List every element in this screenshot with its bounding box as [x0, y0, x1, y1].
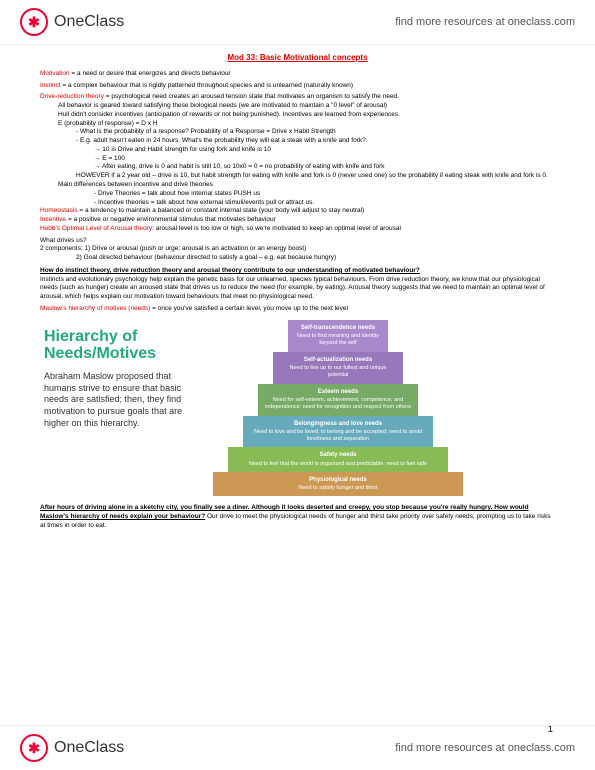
how-question: How do instinct theory, drive reduction … — [40, 267, 555, 276]
footer: ✱ OneClass find more resources at onecla… — [0, 725, 595, 770]
diff2: - Incentive theories = talk about how ex… — [40, 199, 555, 208]
eq-ex4: → After eating, drive is 0 and habit is … — [40, 163, 555, 172]
how-answer: Instincts and evolutionary psychology he… — [40, 276, 555, 302]
maslow-pyramid: Self-transcendence needsNeed to find mea… — [198, 320, 478, 497]
page-title: Mod 33: Basic Motivational concepts — [40, 53, 555, 64]
drives-q: What drives us? — [40, 237, 555, 246]
eq-ex5: HOWEVER if a 2 year old – drive is 10, b… — [40, 172, 555, 181]
maslow-section: Hierarchy of Needs/Motives Abraham Maslo… — [40, 320, 555, 497]
term-instinct: Instinct — [40, 82, 61, 89]
logo-text: OneClass — [54, 13, 124, 31]
term-hebb: Hebb's Optimal Level of Arousal theory: — [40, 225, 154, 232]
def-hebb: arousal level is too low or high, so we'… — [154, 225, 401, 232]
eq-ex2: → 10 is Drive and Habit strength for usi… — [40, 146, 555, 155]
pyramid-level-physiological: Physiological needsNeed to satisfy hunge… — [213, 472, 463, 497]
eq-ex3: → E = 100 — [40, 155, 555, 164]
equation: E (probability of response) = D x H — [40, 120, 555, 129]
drive-sub2: Hull didn't consider incentives (anticip… — [40, 111, 555, 120]
def-motivation: = a need or desire that energizes and di… — [70, 70, 231, 77]
drives-c1: 2 components: 1) Drive or arousal (push … — [40, 245, 555, 254]
term-drive: Drive-reduction theory — [40, 93, 104, 100]
eq-question: - What is the probability of a response?… — [40, 128, 555, 137]
header: ✱ OneClass find more resources at onecla… — [0, 0, 595, 45]
pyramid-level-transcendence: Self-transcendence needsNeed to find mea… — [288, 320, 388, 352]
drives-c2: 2) Goal directed behaviour (behaviour di… — [40, 254, 555, 263]
def-incentive: = a positive or negative environmental s… — [66, 216, 276, 223]
document-body: Mod 33: Basic Motivational concepts Moti… — [0, 45, 595, 531]
term-homeostasis: Homeostasis — [40, 207, 78, 214]
pyramid-level-actualization: Self-actualization needsNeed to live up … — [273, 352, 403, 384]
maslow-title: Hierarchy of Needs/Motives — [44, 328, 186, 363]
footer-logo: ✱ OneClass — [20, 734, 124, 762]
term-maslow: Maslow's hierarchy of motives (needs) — [40, 305, 150, 312]
def-homeostasis: = a tendency to maintain a balanced or c… — [78, 207, 365, 214]
def-drive: = psychological need creates an aroused … — [104, 93, 399, 100]
pyramid-level-esteem: Esteem needsNeed for self-esteem, achiev… — [258, 384, 418, 416]
footer-link[interactable]: find more resources at oneclass.com — [395, 742, 575, 754]
diff1: - Drive Theories = talk about how intern… — [40, 190, 555, 199]
eq-example: - E.g. adult hasn't eaten in 24 hours. W… — [40, 137, 555, 146]
def-instinct: = a complex behaviour that is rigidly pa… — [61, 82, 354, 89]
maslow-sidebar: Hierarchy of Needs/Motives Abraham Maslo… — [40, 320, 190, 497]
logo-icon: ✱ — [20, 8, 48, 36]
logo: ✱ OneClass — [20, 8, 124, 36]
header-link[interactable]: find more resources at oneclass.com — [395, 16, 575, 28]
drive-sub1: All behavior is geared toward satisfying… — [40, 102, 555, 111]
diff-heading: Main differences between incentive and d… — [40, 181, 555, 190]
def-maslow: = once you've satisfied a certain level,… — [150, 305, 348, 312]
pyramid-level-belonging: Belongingness and love needsNeed to love… — [243, 416, 433, 448]
term-motivation: Motivation — [40, 70, 70, 77]
maslow-desc: Abraham Maslow proposed that humans stri… — [44, 371, 186, 429]
term-incentive: Incentive — [40, 216, 66, 223]
footer-logo-text: OneClass — [54, 739, 124, 757]
footer-logo-icon: ✱ — [20, 734, 48, 762]
pyramid-level-safety: Safety needsNeed to feel that the world … — [228, 447, 448, 472]
